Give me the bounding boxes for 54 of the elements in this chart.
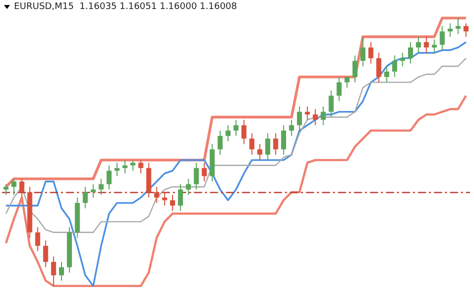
candlestick <box>234 119 238 136</box>
candlestick <box>448 22 453 38</box>
candlestick <box>241 119 246 144</box>
candlestick <box>336 76 342 102</box>
candlestick <box>456 18 461 35</box>
candlestick <box>376 52 382 83</box>
candlestick <box>178 184 183 212</box>
candlestick <box>312 108 318 126</box>
candlestick <box>273 132 278 156</box>
candlestick <box>106 164 112 190</box>
candlestick <box>464 22 469 38</box>
candlestick <box>35 226 40 252</box>
candlestick <box>11 178 16 196</box>
candlestick <box>368 42 374 64</box>
candlestick <box>360 36 366 67</box>
candlestick <box>154 186 160 204</box>
candlestick <box>320 106 326 126</box>
candlestick <box>43 240 48 268</box>
candlestick <box>3 184 8 196</box>
candlestick <box>304 106 310 120</box>
candlestick <box>281 124 286 156</box>
candlestick <box>440 26 445 51</box>
candlestick <box>384 66 390 83</box>
candlestick <box>19 178 24 198</box>
candlestick <box>296 106 302 132</box>
candlestick <box>416 36 421 54</box>
candlestick <box>138 160 144 174</box>
candlestick <box>202 162 207 182</box>
candlestick <box>257 143 262 161</box>
candlestick <box>400 52 406 67</box>
candlestick <box>194 162 199 190</box>
candlestick <box>392 55 398 78</box>
candlestick <box>58 261 64 282</box>
candlestick <box>218 130 223 156</box>
candlestick <box>82 186 88 209</box>
candlestick <box>424 36 429 54</box>
candlestick <box>98 178 104 196</box>
candlestick <box>51 256 56 286</box>
candlestick <box>186 178 191 196</box>
candlestick <box>249 132 254 156</box>
candlestick <box>352 55 358 83</box>
candlestick <box>226 124 231 142</box>
candlestick <box>408 42 414 64</box>
candlestick <box>432 38 437 54</box>
chart-title: EURUSD,M15 1.16035 1.16051 1.16000 1.16008 <box>14 2 238 12</box>
candlestick <box>122 160 128 174</box>
candlestick <box>170 194 176 212</box>
candlestick <box>265 132 270 161</box>
candlestick <box>289 119 294 136</box>
candlestick <box>162 192 168 206</box>
candlestick <box>90 184 96 198</box>
candlestick <box>328 90 334 118</box>
candlestick <box>114 162 120 177</box>
candlestick <box>130 160 136 172</box>
